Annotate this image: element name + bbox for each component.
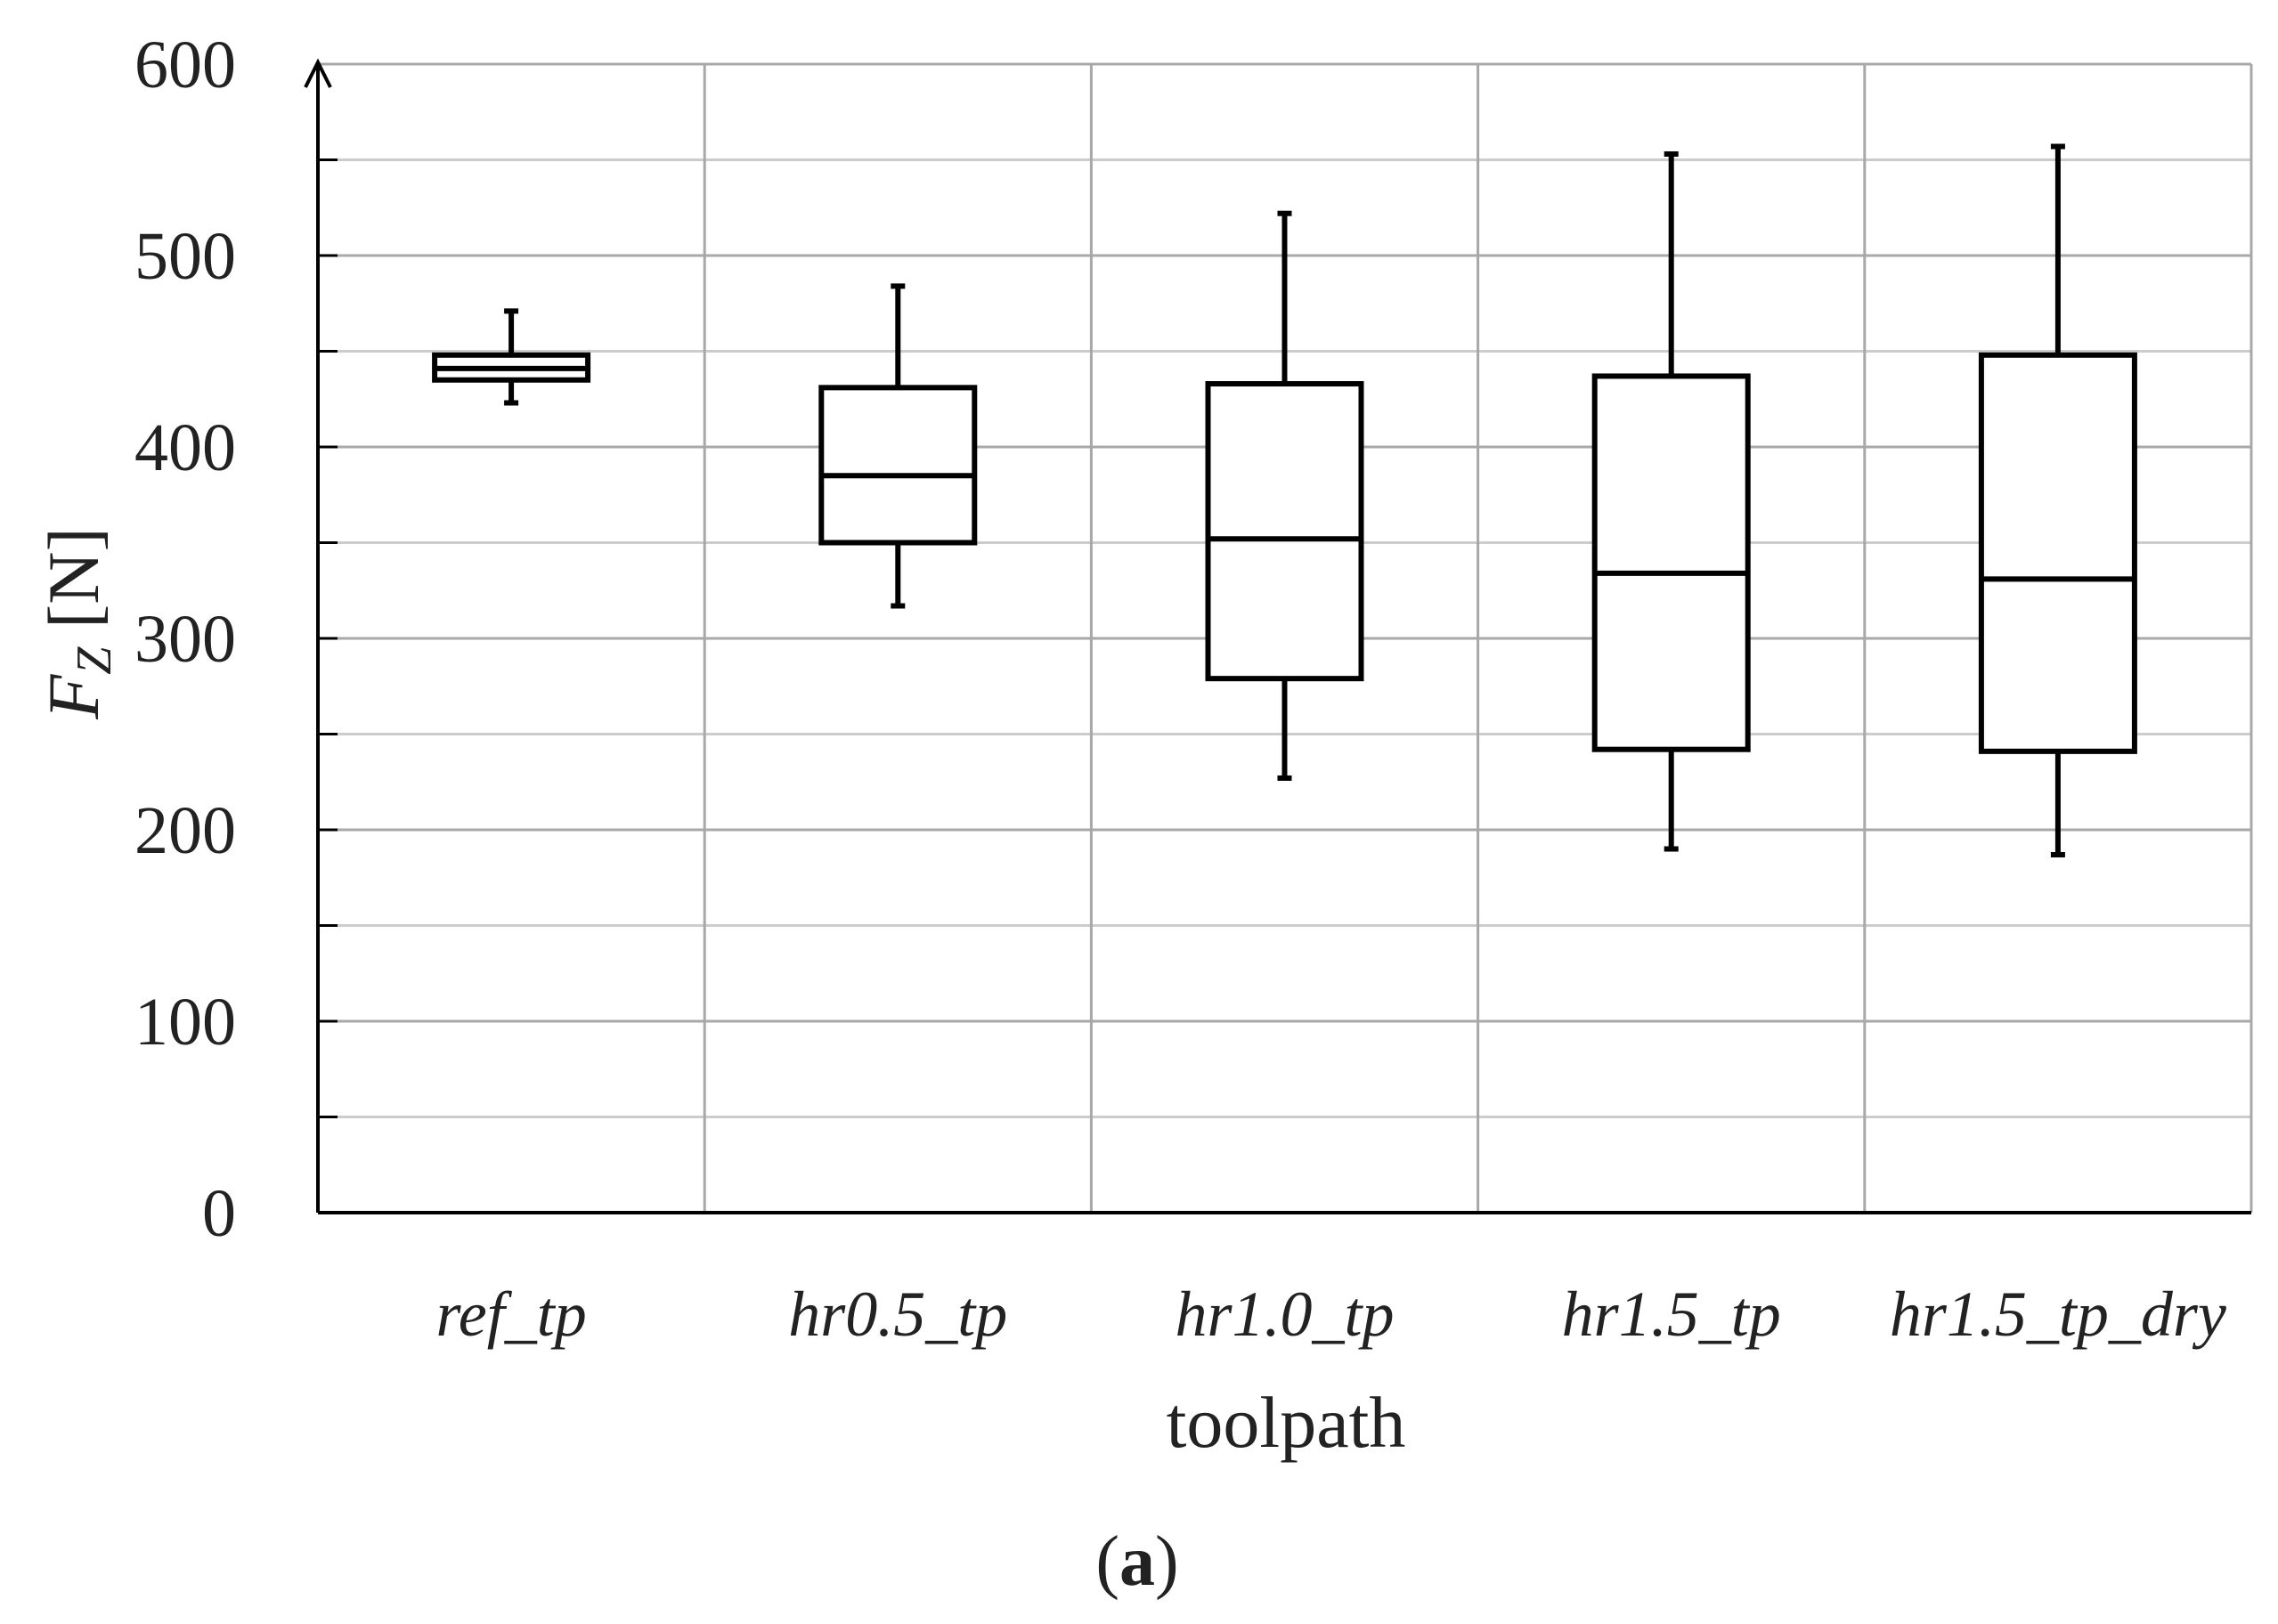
x-category-label: hr1.5_tp_dry <box>1890 1279 2226 1350</box>
box-hr1.5_tp_dry <box>1978 143 2137 857</box>
iqr-box <box>1978 352 2137 754</box>
box-hr1.5_tp <box>1591 151 1751 852</box>
x-category-label: hr1.0_tp <box>1175 1279 1394 1350</box>
x-category-label: ref_tp <box>435 1279 586 1350</box>
y-tick-label: 100 <box>134 985 236 1060</box>
x-category-labels: ref_tp hr0.5_tp hr1.0_tp hr1.5_tp hr1.5_tp_d… <box>435 1279 2225 1350</box>
y-tick-label: 600 <box>134 28 236 102</box>
y-tick-label: 500 <box>134 219 236 294</box>
x-axis-title: toolpath <box>1167 1382 1406 1463</box>
iqr-box <box>1591 373 1751 752</box>
y-axis-title-unit: [N] <box>33 527 114 646</box>
iqr-box <box>818 385 978 546</box>
x-category-label: hr0.5_tp <box>788 1279 1007 1350</box>
x-category-label: hr1.5_tp <box>1562 1279 1781 1350</box>
iqr-box <box>1205 381 1364 682</box>
y-axis-arrow <box>304 58 332 88</box>
box-hr1.0_tp <box>1205 210 1364 781</box>
boxes <box>432 143 2137 857</box>
svg-text:FZ [N]: FZ [N] <box>33 527 122 720</box>
panel-label-close: ) <box>1155 1522 1179 1601</box>
y-axis-title: FZ [N] <box>33 527 122 720</box>
y-axis-title-subscript: Z <box>67 646 122 675</box>
y-tick-label: 200 <box>134 793 236 868</box>
panel-label-letter: a <box>1119 1522 1155 1601</box>
panel-label: (a) <box>1095 1522 1178 1601</box>
y-tick-label: 400 <box>134 410 236 485</box>
box-hr0.5_tp <box>818 283 978 609</box>
y-tick-label: 300 <box>134 602 236 677</box>
axes <box>304 58 2251 1214</box>
y-tick-label: 0 <box>202 1176 236 1251</box>
y-axis-title-symbol: F <box>33 674 114 720</box>
box-ref_tp <box>432 308 591 406</box>
y-tick-labels: 0 100 200 300 400 500 600 <box>134 28 236 1251</box>
panel-label-open: ( <box>1095 1522 1119 1601</box>
